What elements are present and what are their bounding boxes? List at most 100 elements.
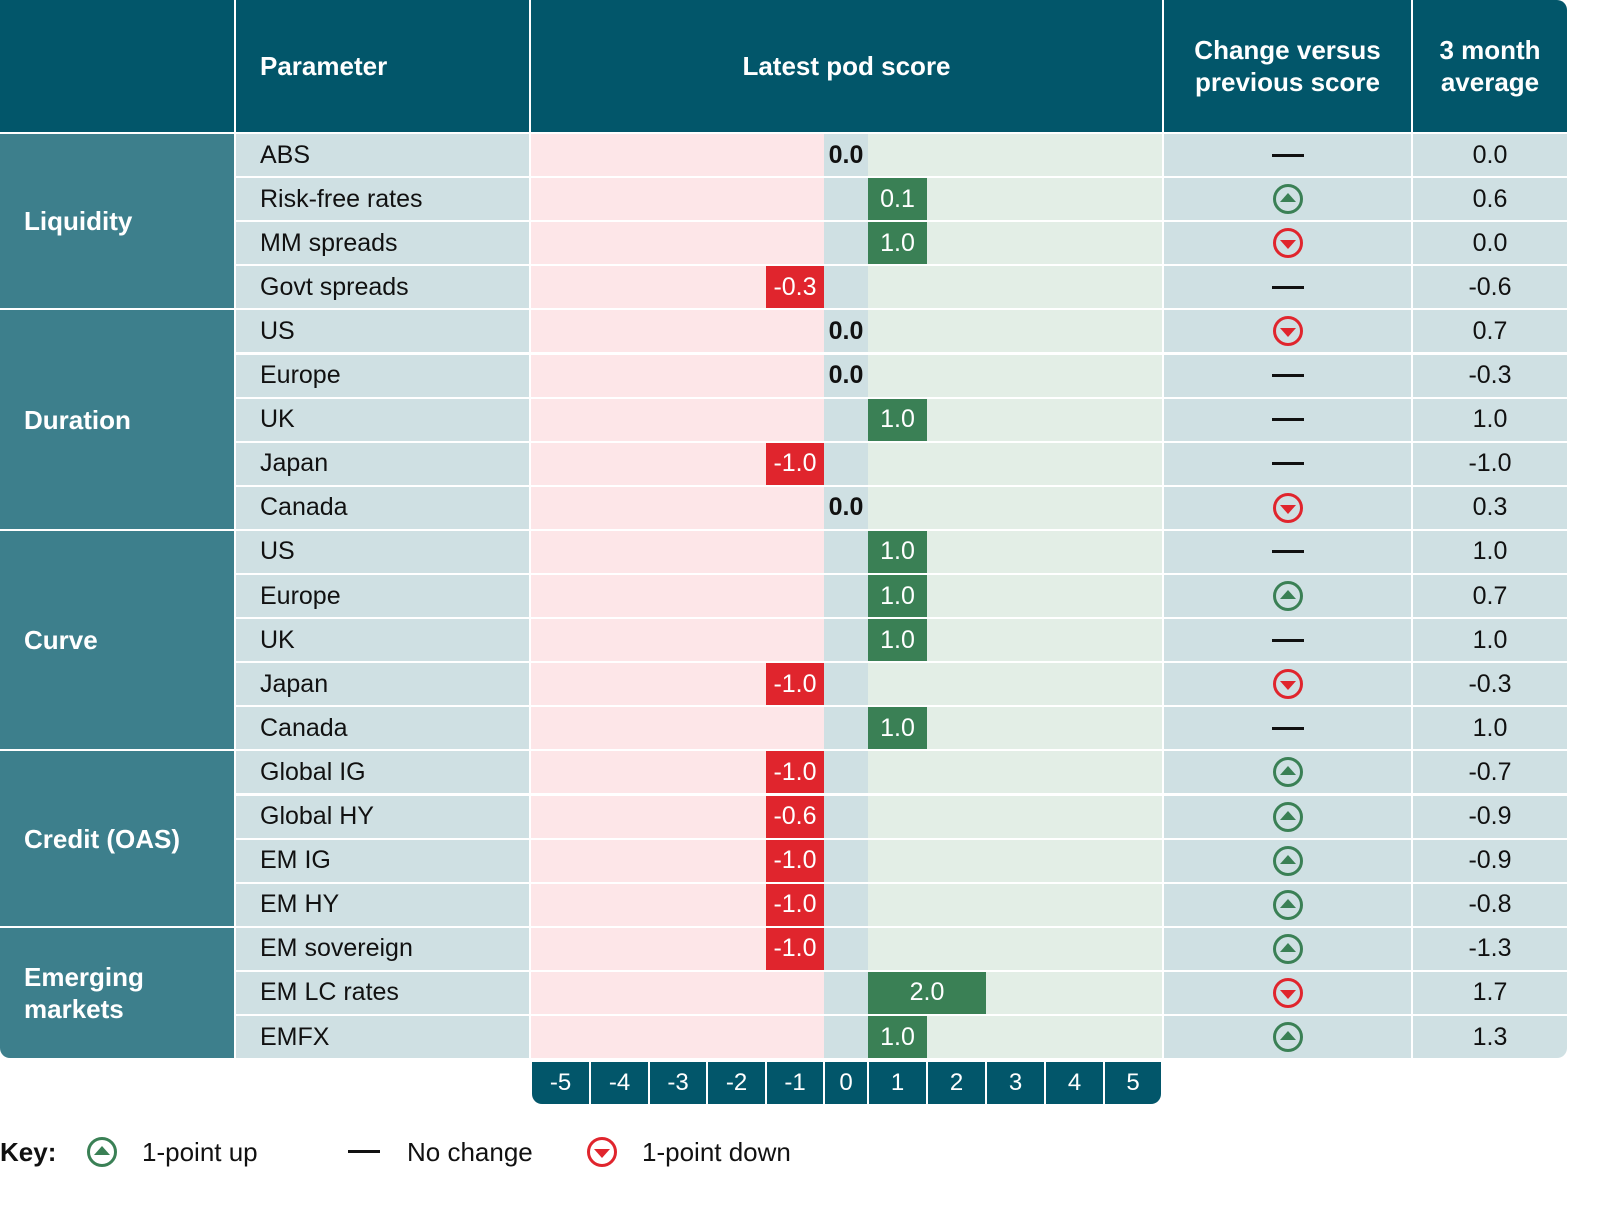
average-cell: 1.0 xyxy=(1413,398,1567,441)
parameter-cell: EM IG xyxy=(236,839,529,882)
negative-zone xyxy=(531,575,824,618)
change-down-icon xyxy=(1164,663,1411,706)
parameter-cell: EM LC rates xyxy=(236,971,529,1014)
positive-zone xyxy=(868,310,1162,353)
zero-zone xyxy=(824,619,868,662)
average-cell: 0.3 xyxy=(1413,486,1567,529)
group-label: Liquidity xyxy=(0,134,234,309)
change-up-icon xyxy=(1164,927,1411,970)
zero-zone xyxy=(824,266,868,309)
zero-zone xyxy=(824,530,868,573)
axis-tick: -3 xyxy=(650,1062,706,1104)
average-cell: 0.0 xyxy=(1413,134,1567,177)
parameter-cell: US xyxy=(236,310,529,353)
positive-zone xyxy=(868,266,1162,309)
negative-zone xyxy=(531,310,824,353)
score-bar: 1.0 xyxy=(868,222,927,265)
score-bar: -1.0 xyxy=(766,883,824,926)
parameter-cell: Global IG xyxy=(236,751,529,794)
negative-zone xyxy=(531,707,824,750)
average-cell: -0.9 xyxy=(1413,795,1567,838)
average-cell: 0.6 xyxy=(1413,178,1567,221)
parameter-cell: Canada xyxy=(236,707,529,750)
change-up-icon xyxy=(1164,751,1411,794)
zero-zone xyxy=(824,751,868,794)
negative-zone xyxy=(531,619,824,662)
positive-zone xyxy=(868,927,1162,970)
negative-zone xyxy=(531,486,824,529)
down-arrow-icon xyxy=(586,1136,618,1168)
score-bar: -0.3 xyxy=(766,266,824,309)
average-cell: 1.0 xyxy=(1413,619,1567,662)
parameter-cell: UK xyxy=(236,398,529,441)
positive-zone xyxy=(868,442,1162,485)
zero-zone xyxy=(824,486,868,529)
parameter-cell: Global HY xyxy=(236,795,529,838)
positive-zone xyxy=(868,795,1162,838)
key-label: Key: xyxy=(0,1136,57,1167)
score-bar-zero: 0.0 xyxy=(828,493,864,522)
change-none-icon xyxy=(1164,266,1411,309)
parameter-cell: ABS xyxy=(236,134,529,177)
average-cell: 0.7 xyxy=(1413,310,1567,353)
negative-zone xyxy=(531,530,824,573)
change-up-icon xyxy=(1164,1016,1411,1059)
negative-zone xyxy=(531,222,824,265)
axis-tick: 4 xyxy=(1046,1062,1103,1104)
parameter-cell: EMFX xyxy=(236,1016,529,1059)
score-bar: 2.0 xyxy=(868,971,986,1014)
negative-zone xyxy=(531,1016,824,1059)
parameter-cell: MM spreads xyxy=(236,222,529,265)
parameter-cell: Risk-free rates xyxy=(236,178,529,221)
axis-tick: -2 xyxy=(708,1062,765,1104)
score-bar: -1.0 xyxy=(766,751,824,794)
average-cell: -0.7 xyxy=(1413,751,1567,794)
average-cell: 1.7 xyxy=(1413,971,1567,1014)
no-change-dash-icon xyxy=(348,1150,380,1153)
average-cell: -1.0 xyxy=(1413,442,1567,485)
zero-zone xyxy=(824,839,868,882)
positive-zone xyxy=(868,663,1162,706)
parameter-cell: US xyxy=(236,530,529,573)
change-down-icon xyxy=(1164,971,1411,1014)
change-none-icon xyxy=(1164,442,1411,485)
score-bar: 1.0 xyxy=(868,575,927,618)
negative-zone xyxy=(531,971,824,1014)
axis-tick: -4 xyxy=(591,1062,648,1104)
header-blank xyxy=(0,0,234,132)
parameter-cell: EM sovereign xyxy=(236,927,529,970)
average-cell: -0.6 xyxy=(1413,266,1567,309)
change-none-icon xyxy=(1164,707,1411,750)
change-none-icon xyxy=(1164,619,1411,662)
score-bar: -1.0 xyxy=(766,663,824,706)
change-down-icon xyxy=(1164,486,1411,529)
zero-zone xyxy=(824,442,868,485)
change-up-icon xyxy=(1164,795,1411,838)
score-bar: 0.1 xyxy=(868,178,927,221)
zero-zone xyxy=(824,222,868,265)
negative-zone xyxy=(531,398,824,441)
header-parameter: Parameter xyxy=(236,0,529,132)
change-down-icon xyxy=(1164,310,1411,353)
positive-zone xyxy=(868,883,1162,926)
zero-zone xyxy=(824,575,868,618)
up-arrow-icon xyxy=(86,1136,118,1168)
key-none-label: No change xyxy=(407,1136,533,1167)
parameter-cell: Japan xyxy=(236,663,529,706)
header-score: Latest pod score xyxy=(531,0,1162,132)
axis-tick: 2 xyxy=(928,1062,985,1104)
positive-zone xyxy=(868,354,1162,397)
axis-tick: -5 xyxy=(532,1062,589,1104)
score-bar: 1.0 xyxy=(868,707,927,750)
header-change: Change versus previous score xyxy=(1164,0,1411,132)
axis-tick: 5 xyxy=(1105,1062,1161,1104)
change-up-icon xyxy=(1164,883,1411,926)
score-bar: -1.0 xyxy=(766,442,824,485)
zero-zone xyxy=(824,707,868,750)
zero-zone xyxy=(824,971,868,1014)
negative-zone xyxy=(531,354,824,397)
score-bar: 1.0 xyxy=(868,530,927,573)
change-up-icon xyxy=(1164,839,1411,882)
zero-zone xyxy=(824,354,868,397)
axis-tick: 3 xyxy=(987,1062,1044,1104)
